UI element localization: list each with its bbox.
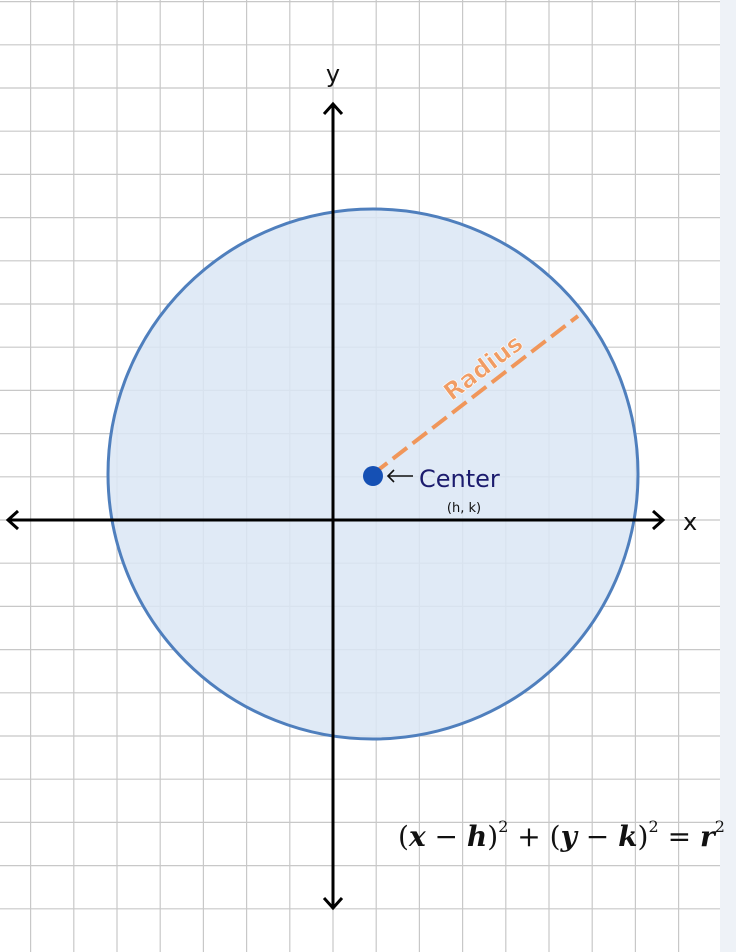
eq-open-paren-1: (: [398, 820, 409, 853]
eq-exponent-2: 2: [648, 817, 658, 836]
center-pointer-arrowhead: [386, 469, 395, 483]
x-axis-left-arrowhead: [5, 509, 20, 531]
center-point: [363, 466, 383, 486]
x-axis-right-arrowhead: [651, 509, 666, 531]
x-axis-label: x: [683, 508, 697, 536]
eq-plus: +: [508, 820, 549, 853]
eq-k-variable: k: [618, 820, 637, 853]
eq-close-paren-1: ): [487, 820, 498, 853]
eq-exponent-1: 2: [498, 817, 508, 836]
eq-open-paren-2: (: [550, 820, 561, 853]
eq-close-paren-2: ): [638, 820, 649, 853]
eq-r-variable: r: [700, 820, 717, 853]
eq-minus-2: −: [577, 820, 618, 853]
eq-equals: =: [659, 820, 700, 853]
radius-line: [371, 314, 580, 476]
eq-minus-1: −: [426, 820, 467, 853]
center-coordinates-label: (h, k): [447, 501, 481, 516]
y-axis-label: y: [326, 60, 340, 88]
circle-equation: (x − h)2 + (y − k)2 = r2: [398, 817, 725, 853]
y-axis-bottom-arrowhead: [322, 896, 344, 911]
eq-exponent-3: 2: [715, 817, 725, 836]
eq-h-variable: h: [467, 820, 487, 853]
center-label: Center: [419, 465, 500, 493]
right-edge-strip: [720, 0, 736, 952]
eq-y-variable: y: [560, 820, 579, 853]
eq-x-variable: x: [408, 820, 426, 853]
y-axis-top-arrowhead: [322, 101, 344, 116]
